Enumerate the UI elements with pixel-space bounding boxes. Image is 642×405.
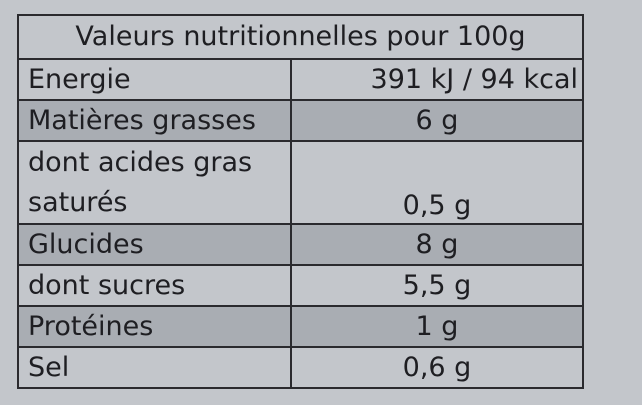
table-header-row: Valeurs nutritionnelles pour 100g	[17, 14, 584, 60]
table-row: Protéines 1 g	[17, 305, 585, 348]
table-title: Valeurs nutritionnelles pour 100g	[17, 14, 584, 60]
row-value-sucres: 5,5 g	[289, 264, 585, 307]
table-row: Sel 0,6 g	[17, 346, 585, 389]
row-label-glucides: Glucides	[17, 223, 292, 266]
nutrition-facts-table: Valeurs nutritionnelles pour 100g Energi…	[17, 14, 585, 389]
row-value-acides-gras-satures: 0,5 g	[289, 140, 585, 225]
table-row: Glucides 8 g	[17, 223, 585, 266]
row-label-line-1: dont acides gras	[28, 146, 253, 178]
row-label-sel: Sel	[17, 346, 292, 389]
row-value-sel: 0,6 g	[289, 346, 585, 389]
row-label-proteines: Protéines	[17, 305, 292, 348]
row-label-acides-gras-satures: dont acides gras saturés	[17, 140, 292, 225]
row-label-line-2: saturés	[28, 186, 128, 218]
row-value-proteines: 1 g	[289, 305, 585, 348]
table-row: Matières grasses 6 g	[17, 99, 585, 142]
row-label-sucres: dont sucres	[17, 264, 292, 307]
table-row: dont acides gras saturés 0,5 g	[17, 140, 585, 225]
row-value-glucides: 8 g	[289, 223, 585, 266]
row-value-matieres-grasses: 6 g	[289, 99, 585, 142]
row-value-energie: 391 kJ / 94 kcal	[289, 58, 585, 101]
row-label-matieres-grasses: Matières grasses	[17, 99, 292, 142]
table-row: dont sucres 5,5 g	[17, 264, 585, 307]
row-label-energie: Energie	[17, 58, 292, 101]
table-row: Energie 391 kJ / 94 kcal	[17, 58, 585, 101]
